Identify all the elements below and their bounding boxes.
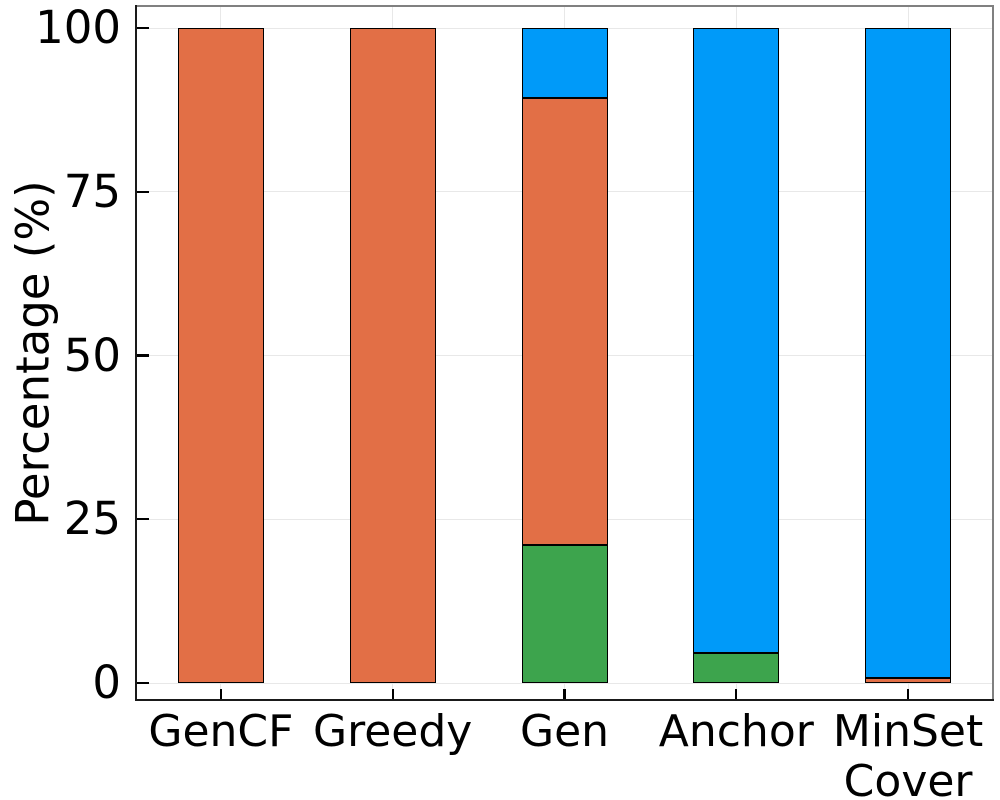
bar-segment-green (521, 544, 608, 683)
bar-segment-orange (349, 28, 436, 683)
y-tick-label: 50 (63, 328, 121, 382)
plot-frame-right (992, 5, 994, 701)
plot-area (135, 5, 994, 701)
y-tick-mark (135, 26, 149, 30)
bar-segment-orange (521, 98, 608, 545)
x-tick-mark (391, 689, 394, 701)
y-tick-mark (135, 190, 149, 193)
y-tick-mark (135, 354, 149, 357)
x-tick-mark (906, 689, 910, 701)
bar-segment-green (693, 652, 780, 683)
y-tick-label: 0 (92, 656, 121, 709)
bar-segment-blue (865, 28, 952, 678)
x-category-label: Gen (519, 706, 610, 757)
bar-segment-orange (177, 28, 264, 683)
x-category-label: Anchor (658, 706, 814, 757)
bar-segment-orange (865, 677, 952, 683)
y-tick-label: 100 (35, 1, 121, 54)
x-tick-mark (219, 689, 223, 701)
bar-segment-blue (693, 28, 780, 653)
x-category-label: Greedy (313, 706, 473, 757)
x-tick-mark (563, 689, 566, 701)
x-axis-line (135, 699, 994, 701)
y-tick-mark (135, 518, 149, 521)
y-axis-line (135, 5, 137, 701)
y-tick-mark (135, 681, 149, 685)
plot-frame-top (135, 5, 994, 7)
y-tick-label: 25 (63, 492, 121, 546)
x-tick-mark (735, 689, 738, 701)
x-category-label: MinSet Cover (832, 706, 984, 800)
bar-segment-blue (521, 28, 608, 99)
y-tick-label: 75 (63, 164, 121, 218)
x-category-label: GenCF (148, 706, 294, 757)
